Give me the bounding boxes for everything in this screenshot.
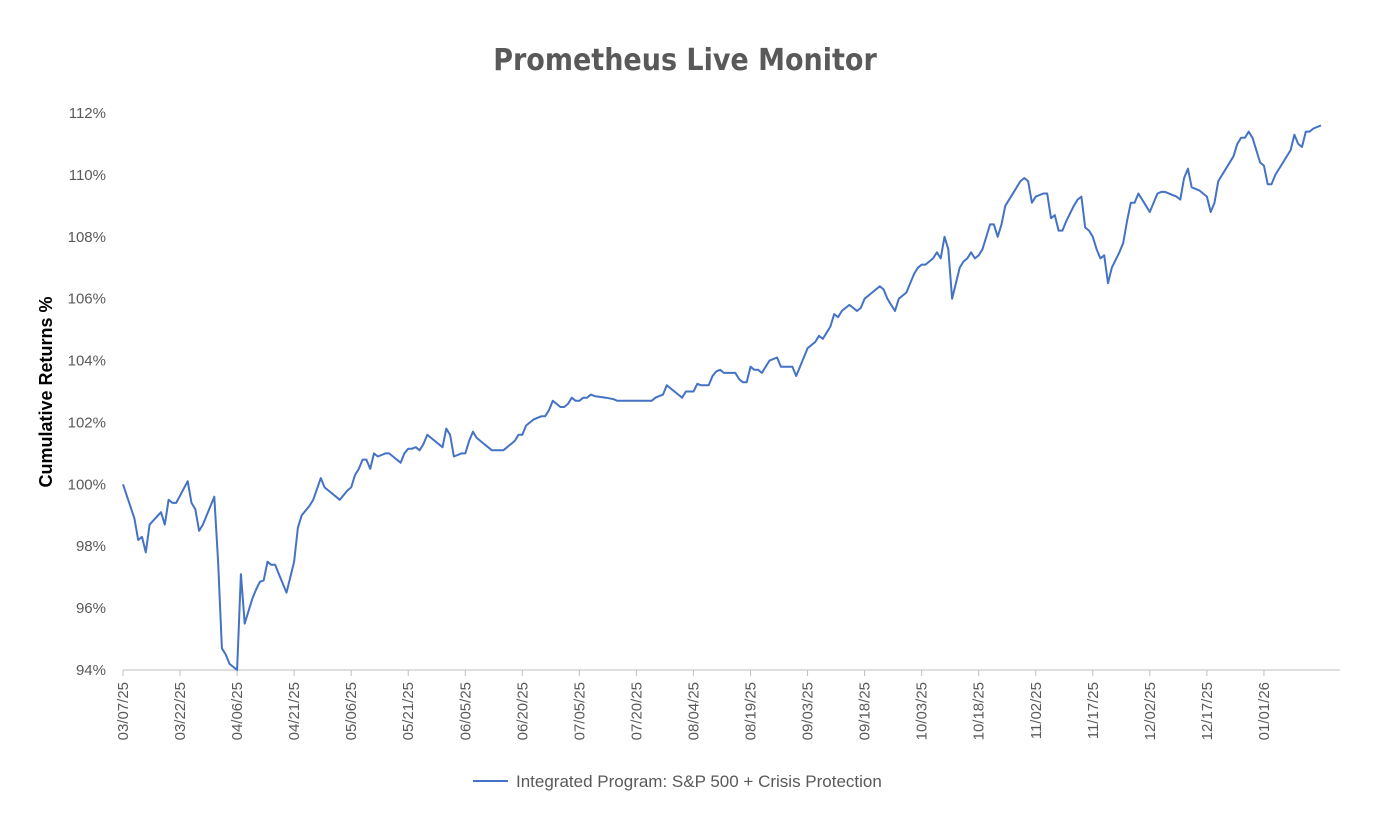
x-tick-label: 09/18/25	[857, 682, 874, 740]
y-tick-label: 112%	[69, 105, 106, 122]
legend: Integrated Program: S&P 500 + Crisis Pro…	[473, 772, 882, 791]
y-tick-label: 98%	[76, 538, 106, 555]
x-tick-label: 07/20/25	[628, 682, 645, 740]
y-tick-label: 94%	[76, 662, 106, 679]
y-tick-label: 102%	[68, 414, 106, 431]
x-tick-label: 08/04/25	[685, 682, 702, 740]
legend-label: Integrated Program: S&P 500 + Crisis Pro…	[516, 772, 882, 791]
y-axis-ticks: 94% 96% 98% 100% 102% 104% 106% 108% 110% 112%	[68, 105, 106, 679]
x-tick-label: 07/05/25	[571, 682, 588, 740]
x-tick-label: 05/06/25	[343, 682, 360, 740]
x-tick-label: 04/06/25	[229, 682, 246, 740]
x-tick-label: 03/22/25	[172, 682, 189, 740]
x-tick-label: 08/19/25	[743, 682, 760, 740]
y-tick-label: 106%	[68, 291, 106, 308]
y-tick-label: 104%	[68, 353, 106, 370]
y-tick-label: 110%	[69, 167, 106, 184]
x-tick-label: 10/18/25	[971, 682, 988, 740]
x-tick-label: 05/21/25	[400, 682, 417, 740]
y-tick-label: 108%	[68, 229, 106, 246]
x-tick-label: 12/17/25	[1199, 682, 1216, 740]
x-tick-label: 01/01/26	[1256, 682, 1273, 740]
y-tick-label: 96%	[76, 600, 106, 617]
series-line	[122, 124, 1322, 671]
x-tick-label: 06/05/25	[457, 682, 474, 740]
x-tick-label: 12/02/25	[1142, 682, 1159, 740]
x-axis-ticks: 03/07/25 03/22/25 04/06/25 04/21/25 05/06/25…	[115, 670, 1273, 740]
x-tick-label: 04/21/25	[286, 682, 303, 740]
x-tick-label: 11/02/25	[1028, 682, 1045, 739]
y-tick-label: 100%	[68, 476, 106, 493]
x-tick-label: 11/17/25	[1085, 682, 1102, 739]
series-layer	[122, 124, 1322, 671]
x-tick-label: 03/07/25	[115, 682, 132, 740]
x-tick-label: 10/03/25	[914, 682, 931, 740]
x-tick-label: 06/20/25	[514, 682, 531, 740]
y-axis-title: Cumulative Returns %	[36, 296, 56, 487]
chart-title: Prometheus Live Monitor	[493, 43, 877, 78]
x-tick-label: 09/03/25	[800, 682, 817, 740]
